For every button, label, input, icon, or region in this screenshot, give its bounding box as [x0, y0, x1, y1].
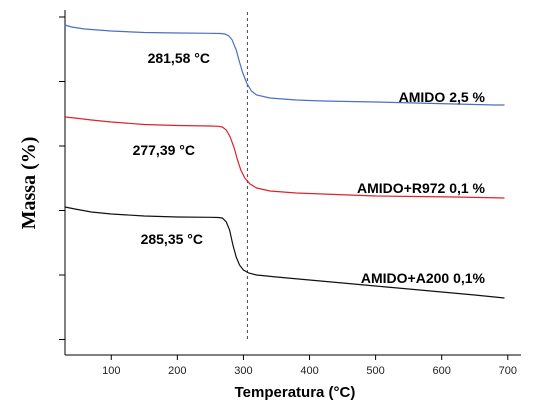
x-tick-label: 300 [234, 365, 252, 377]
onset-temperature-label: 285,35 °C [141, 231, 203, 247]
x-ticks: 100 200 300 400 500 600 700 [102, 355, 517, 377]
series-name-label: AMIDO 2,5 % [399, 89, 486, 105]
x-tick-label: 400 [300, 365, 318, 377]
onset-temperature-label: 277,39 °C [133, 142, 195, 158]
x-tick-label: 100 [102, 365, 120, 377]
x-tick-label: 700 [499, 365, 517, 377]
y-ticks [59, 16, 65, 340]
series-name-label: AMIDO+R972 0,1 % [357, 180, 486, 196]
axes: 100 200 300 400 500 600 700 [59, 10, 521, 377]
x-tick-label: 200 [168, 365, 186, 377]
series-layer [64, 24, 505, 299]
series-line [64, 206, 505, 299]
x-tick-label: 600 [433, 365, 451, 377]
series-line [64, 24, 505, 106]
series-name-label: AMIDO+A200 0,1% [361, 270, 486, 286]
series-line [64, 116, 505, 199]
x-tick-label: 500 [366, 365, 384, 377]
x-axis-title: Temperatura (°C) [235, 384, 356, 401]
y-axis-title: Massa (%) [18, 137, 40, 230]
annotation-layer: 281,58 °C AMIDO 2,5 % 277,39 °C AMIDO+R972 … [133, 50, 486, 286]
onset-temperature-label: 281,58 °C [148, 50, 210, 66]
